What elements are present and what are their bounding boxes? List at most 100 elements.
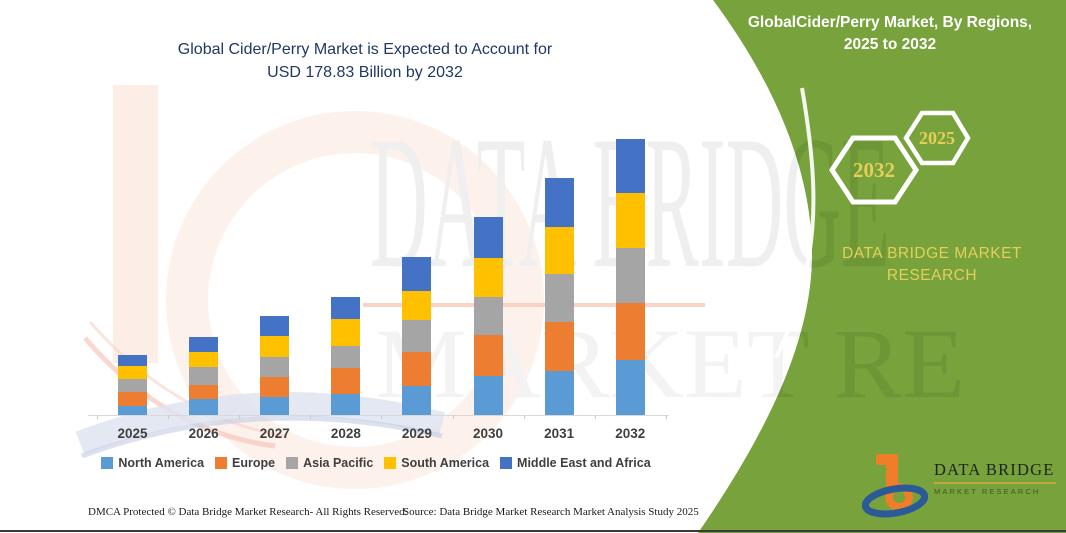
bar-segment — [402, 319, 432, 353]
bar-segment — [260, 376, 290, 397]
footer-copyright: DMCA Protected © Data Bridge Market Rese… — [88, 506, 408, 518]
stacked-bar-chart — [88, 120, 669, 416]
legend-label: North America — [118, 456, 205, 470]
bar-segment — [615, 359, 645, 415]
logo-underline — [934, 482, 1056, 484]
logo-subtitle: MARKET RESEARCH — [934, 487, 1041, 496]
legend-item: South America — [384, 456, 489, 470]
bar-segment — [118, 392, 148, 406]
bar-segment — [189, 384, 219, 399]
bar-segment — [473, 217, 503, 259]
legend-swatch-icon — [215, 457, 228, 469]
bar-segment — [402, 385, 432, 415]
white-curve-accent — [774, 87, 816, 359]
legend-item: North America — [101, 456, 204, 470]
axis-tick — [665, 415, 667, 419]
stacked-bar-2027 — [260, 316, 290, 415]
bar-segment — [118, 366, 148, 379]
stacked-bar-2031 — [544, 178, 574, 415]
chart-title-line1: Global Cider/Perry Market is Expected to… — [177, 41, 553, 58]
x-axis-label: 2027 — [259, 426, 290, 441]
legend-item: Asia Pacific — [286, 456, 373, 470]
stacked-bar-2028 — [331, 297, 361, 415]
green-panel — [698, 0, 1066, 533]
chart-title: Global Cider/Perry Market is Expected to… — [120, 38, 610, 84]
bar-segment — [189, 367, 219, 385]
bar-segment — [331, 368, 361, 394]
bar-segment — [544, 226, 574, 275]
x-axis-label: 2025 — [117, 426, 148, 441]
legend-label: South America — [401, 456, 490, 470]
bar-segment — [615, 193, 645, 248]
bar-segment — [473, 375, 503, 415]
axis-tick — [310, 415, 312, 419]
legend-swatch-icon — [384, 457, 397, 469]
chart-legend: North America Europe Asia Pacific South Ame… — [80, 456, 672, 470]
bar-segment — [473, 296, 503, 335]
bottom-rule — [0, 530, 1066, 532]
bar-segment — [615, 247, 645, 304]
panel-heading-line2: 2025 to 2032 — [843, 36, 937, 53]
hexagon-year-2025: 2025 — [919, 128, 955, 148]
bar-segment — [118, 405, 148, 415]
bar-segment — [118, 354, 148, 367]
hexagon-2025-outline — [903, 110, 971, 166]
x-axis-label: 2030 — [473, 426, 504, 441]
bar-segment — [260, 396, 290, 415]
bar-segment — [402, 257, 432, 292]
stacked-bar-2025 — [118, 354, 148, 415]
bar-segment — [118, 378, 148, 393]
bar-segment — [615, 303, 645, 360]
legend-label: Middle East and Africa — [517, 456, 651, 470]
legend-swatch-icon — [286, 457, 299, 469]
hexagon-year-2032: 2032 — [853, 158, 895, 182]
stacked-bar-2026 — [189, 337, 219, 415]
legend-item: Europe — [215, 456, 275, 470]
stacked-bar-2032 — [615, 138, 645, 415]
logo-text: DATA BRIDGE MARKET RESEARCH — [934, 460, 1066, 496]
logo-name: DATA BRIDGE — [934, 460, 1055, 479]
axis-tick — [523, 415, 525, 419]
bar-segment — [615, 138, 645, 194]
stacked-bar-2030 — [473, 217, 503, 415]
bar-segment — [544, 370, 574, 415]
bar-segment — [260, 335, 290, 357]
data-bridge-logo: DATA BRIDGE MARKET RESEARCH — [862, 448, 1066, 524]
logo-watermark — [75, 85, 705, 489]
axis-tick — [594, 415, 596, 419]
bar-segment — [189, 352, 219, 368]
x-axis-label: 2031 — [544, 426, 575, 441]
axis-tick — [239, 415, 241, 419]
bar-segment — [331, 345, 361, 368]
footer-source: Source: Data Bridge Market Research Mark… — [403, 506, 699, 518]
legend-swatch-icon — [101, 457, 114, 469]
bar-segment — [260, 356, 290, 377]
bar-segment — [544, 322, 574, 371]
x-axis-label: 2029 — [401, 426, 432, 441]
legend-swatch-icon — [500, 457, 513, 469]
panel-brand-line2: RESEARCH — [886, 267, 978, 284]
bar-segment — [473, 258, 503, 297]
bar-segment — [189, 337, 219, 353]
legend-item: Middle East and Africa — [500, 456, 651, 470]
x-axis-label: 2028 — [330, 426, 361, 441]
bar-segment — [402, 352, 432, 386]
chart-title-line2: USD 178.83 Billion by 2032 — [267, 64, 463, 81]
bar-segment — [189, 398, 219, 415]
panel-brand-line1: DATA BRIDGE MARKET — [842, 245, 1022, 262]
bar-segment — [544, 178, 574, 227]
stacked-bar-2029 — [402, 257, 432, 415]
x-axis-label: 2026 — [188, 426, 219, 441]
panel-brand-text: DATA BRIDGE MARKET RESEARCH — [832, 243, 1032, 287]
bar-segment — [331, 319, 361, 346]
panel-heading: GlobalCider/Perry Market, By Regions, 20… — [730, 12, 1050, 56]
bar-segment — [402, 291, 432, 320]
legend-label: Europe — [232, 456, 276, 470]
axis-tick — [381, 415, 383, 419]
data-bridge-logo-icon — [862, 454, 928, 518]
axis-tick — [168, 415, 170, 419]
axis-tick — [452, 415, 454, 419]
bar-segment — [331, 297, 361, 320]
hexagon-2032-outline — [829, 135, 919, 205]
